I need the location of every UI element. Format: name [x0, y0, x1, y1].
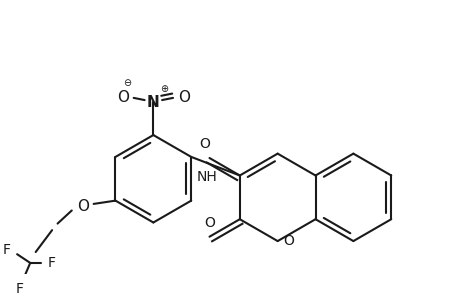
Text: F: F — [2, 243, 10, 257]
Text: F: F — [15, 282, 23, 296]
Text: O: O — [178, 90, 190, 105]
Text: O: O — [117, 90, 129, 105]
Text: NH: NH — [196, 170, 217, 184]
Text: O: O — [77, 199, 89, 214]
Text: ⊕: ⊕ — [160, 84, 168, 94]
Text: O: O — [199, 137, 210, 152]
Text: O: O — [282, 234, 293, 248]
Text: ⊖: ⊖ — [123, 78, 131, 88]
Text: F: F — [48, 256, 56, 270]
Text: N: N — [147, 95, 159, 110]
Text: O: O — [204, 216, 214, 230]
